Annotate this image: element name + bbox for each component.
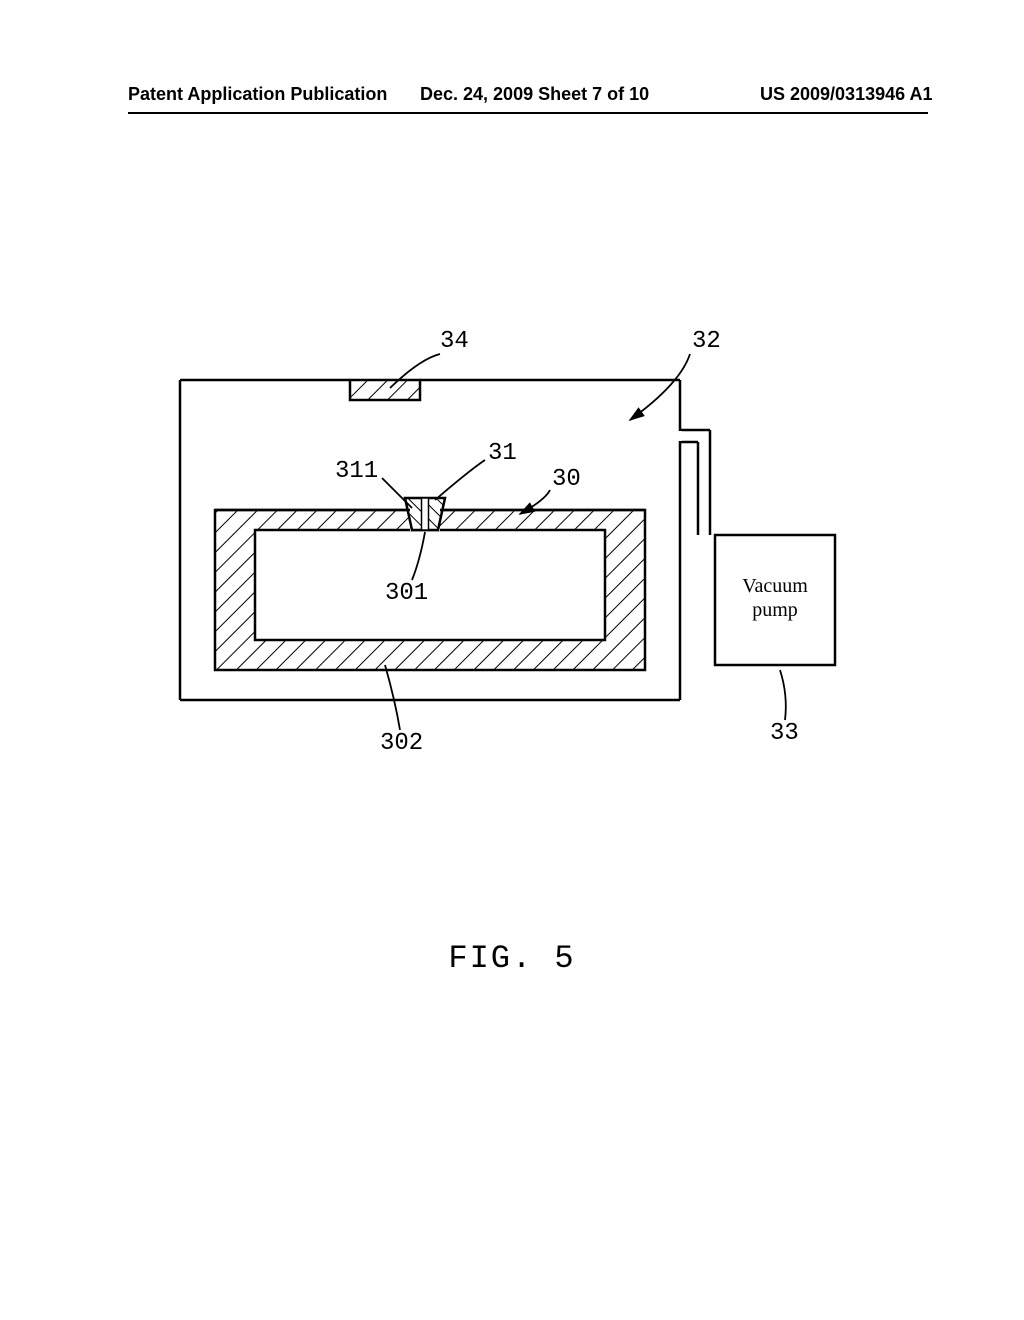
label-301: 301 bbox=[385, 580, 428, 607]
label-32: 32 bbox=[692, 328, 721, 355]
header-date-sheet: Dec. 24, 2009 Sheet 7 of 10 bbox=[420, 84, 649, 105]
header-patent-number: US 2009/0313946 A1 bbox=[760, 84, 932, 105]
header-rule bbox=[128, 112, 928, 114]
label-34: 34 bbox=[440, 328, 469, 355]
figure-caption: FIG. 5 bbox=[0, 940, 1024, 977]
svg-text:Vacuum: Vacuum bbox=[742, 575, 808, 597]
label-33: 33 bbox=[770, 720, 799, 747]
header-publication: Patent Application Publication bbox=[128, 84, 387, 105]
label-31: 31 bbox=[488, 440, 517, 467]
figure-diagram: Vacuumpump 34 32 311 31 30 301 302 33 bbox=[140, 330, 900, 830]
label-302: 302 bbox=[380, 730, 423, 757]
label-30: 30 bbox=[552, 466, 581, 493]
svg-text:pump: pump bbox=[752, 599, 798, 621]
diagram-svg: Vacuumpump bbox=[140, 330, 900, 830]
label-311: 311 bbox=[335, 458, 378, 485]
